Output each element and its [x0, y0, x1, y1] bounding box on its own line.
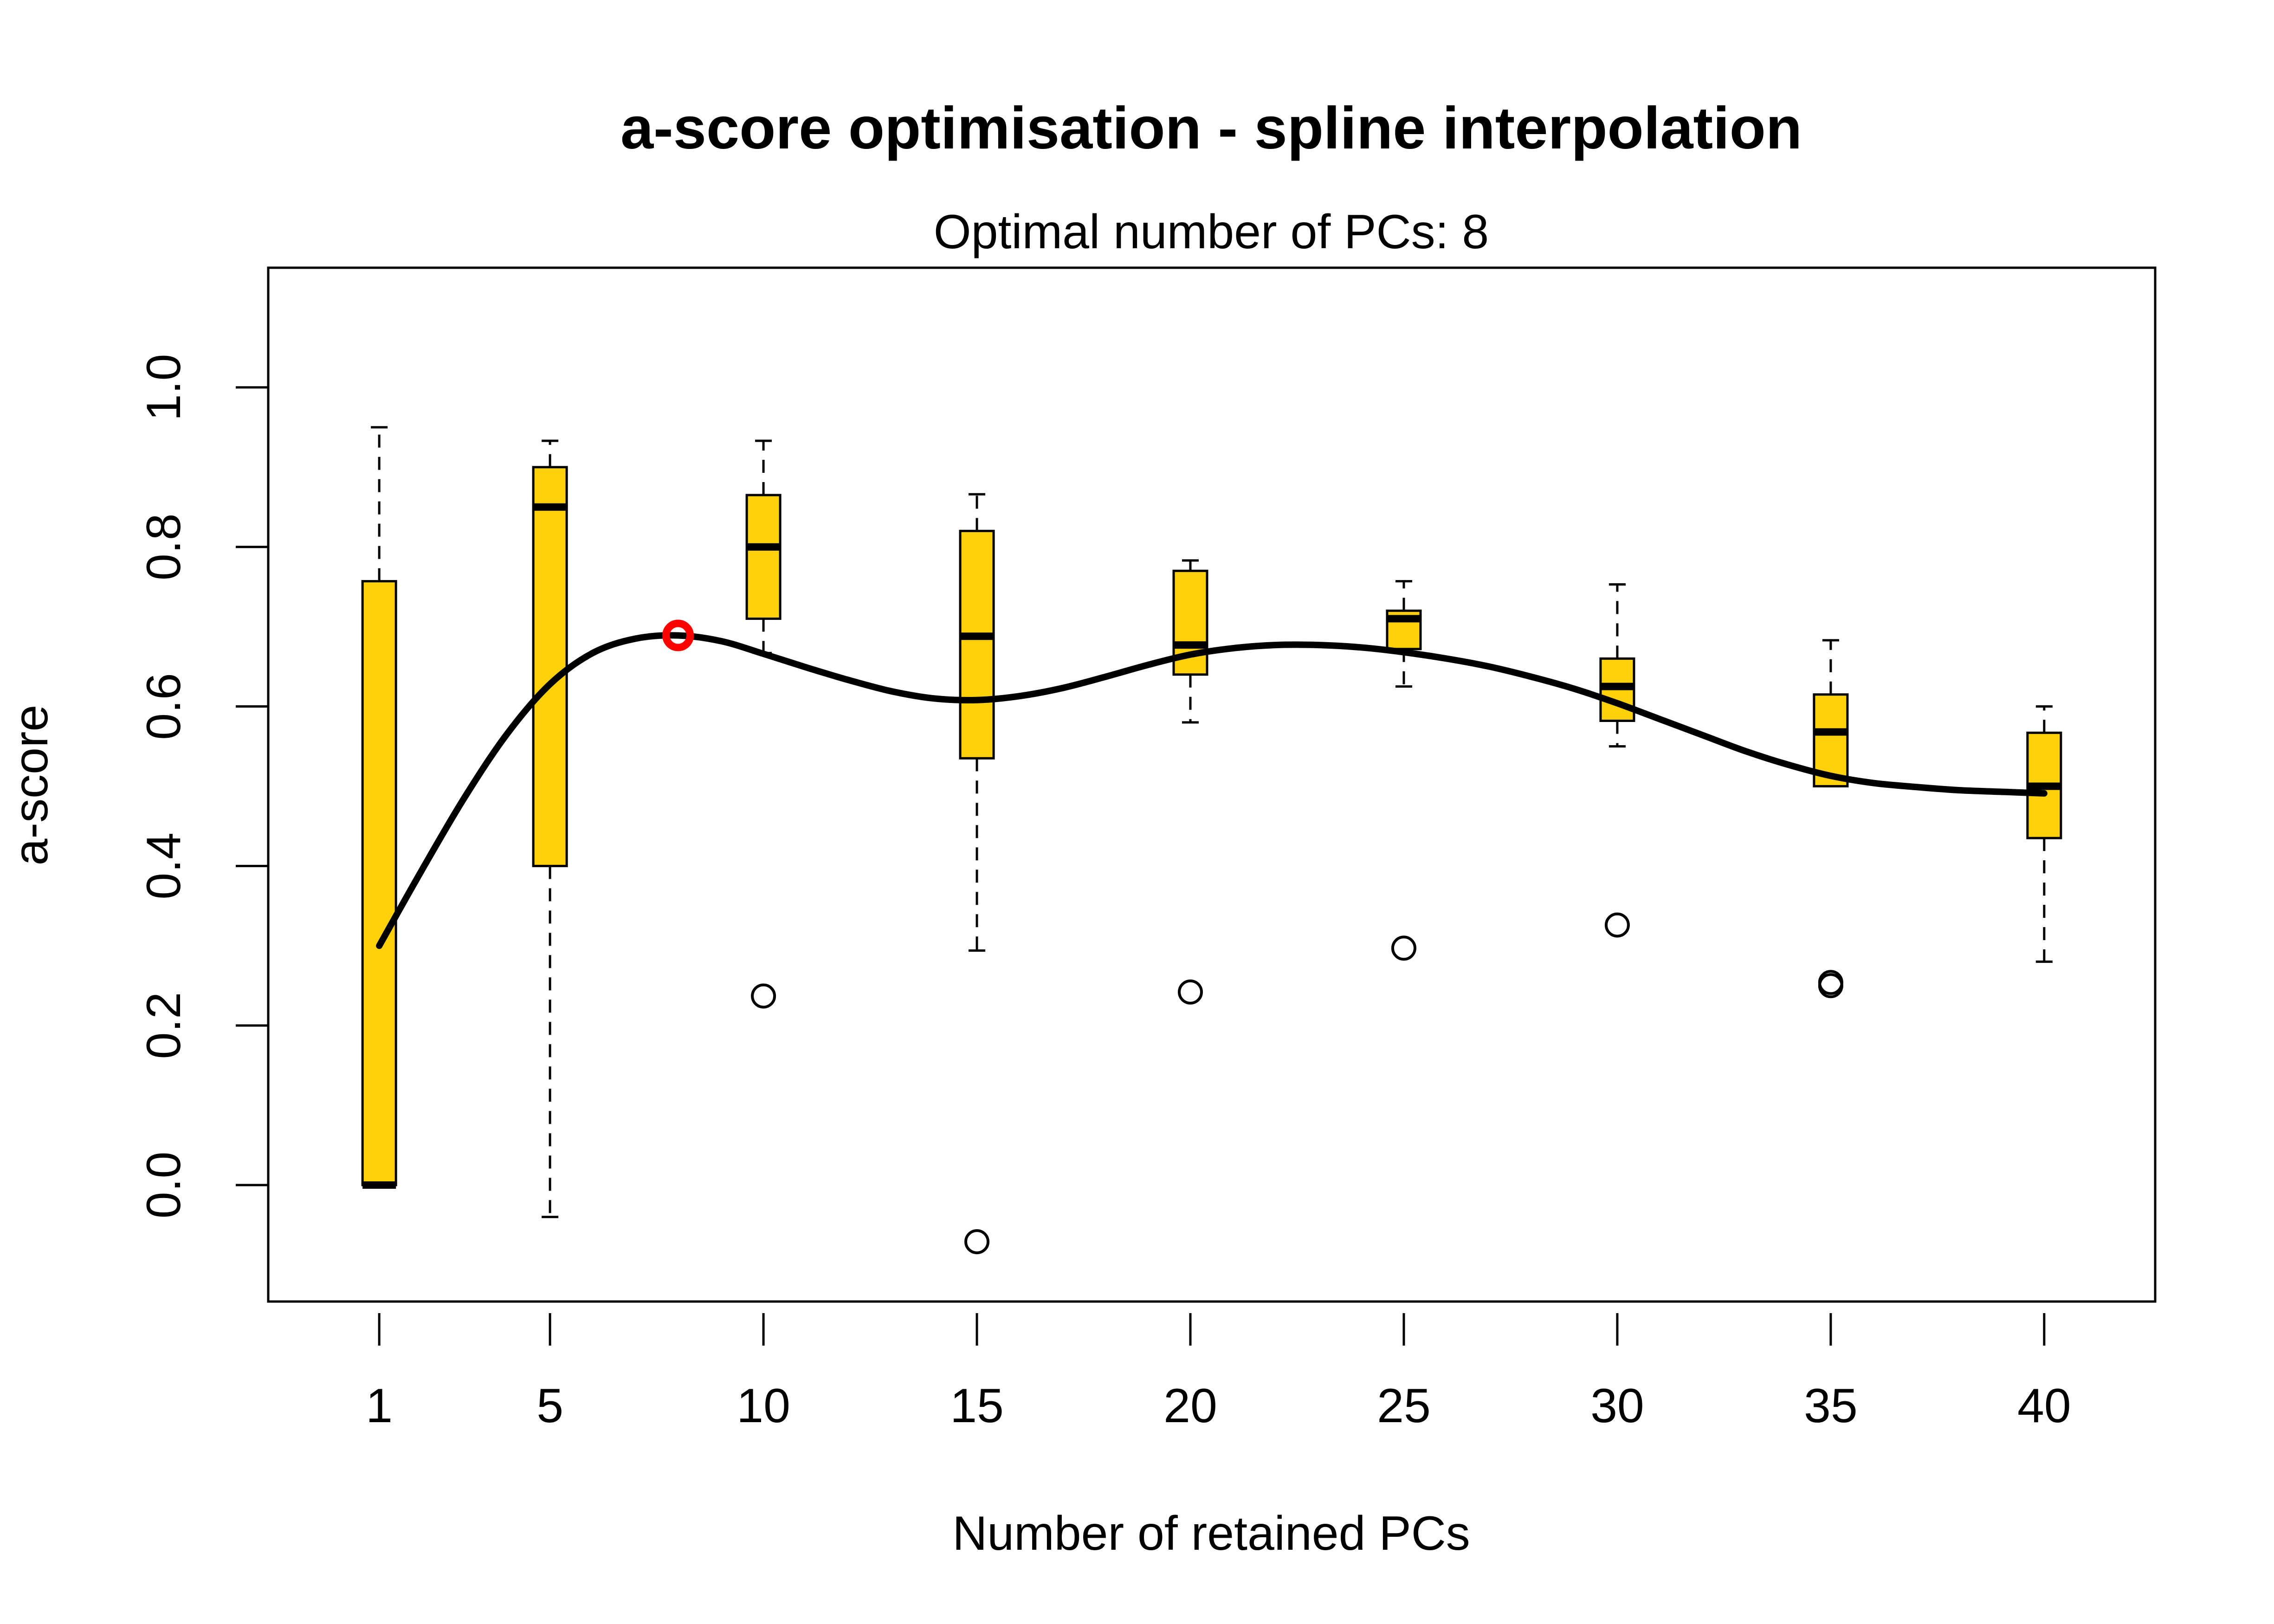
chart-title: a-score optimisation - spline interpolat…	[620, 95, 1802, 161]
box-group-10	[745, 439, 782, 1009]
spline-curve	[376, 632, 2048, 949]
box-group-35	[1813, 639, 1849, 999]
plot-frame	[267, 266, 2157, 1303]
outlier-point	[1604, 912, 1630, 938]
x-tick-label: 40	[2017, 1379, 2071, 1433]
y-axis-label: a-score	[4, 705, 58, 866]
y-tick-label: 0.6	[137, 673, 191, 740]
x-axis-label: Number of retained PCs	[952, 1507, 1470, 1560]
box-group-5	[532, 439, 568, 1218]
outlier-point	[1391, 935, 1416, 961]
box-group-25	[1386, 580, 1422, 961]
x-tick-label: 25	[1377, 1379, 1431, 1433]
box	[532, 466, 568, 867]
box-group-15	[959, 493, 995, 1255]
x-tick-label: 20	[1163, 1379, 1217, 1433]
box	[361, 580, 397, 1186]
plot-area	[361, 426, 2062, 1255]
y-axis: 0.0 0.2 0.4 0.6 0.8 1.0	[137, 354, 268, 1219]
outlier-point	[1178, 979, 1203, 1005]
x-tick-label: 10	[736, 1379, 790, 1433]
y-tick-label: 0.8	[137, 513, 191, 580]
y-tick-label: 0.4	[137, 832, 191, 900]
box-group-40	[2026, 705, 2062, 963]
box-group-30	[1599, 583, 1635, 938]
y-tick-label: 0.0	[137, 1152, 191, 1219]
chart-subtitle: Optimal number of PCs: 8	[934, 205, 1489, 259]
x-axis: 1 5 10 15 20 25 30 35 40	[366, 1313, 2071, 1433]
outlier-point	[964, 1229, 990, 1255]
outlier-point	[1818, 970, 1843, 995]
y-tick-label: 0.2	[137, 992, 191, 1059]
box	[745, 494, 782, 620]
optimum-point	[662, 619, 694, 651]
x-tick-label: 15	[950, 1379, 1004, 1433]
box	[959, 529, 995, 760]
x-tick-label: 5	[536, 1379, 563, 1433]
y-tick-label: 1.0	[137, 354, 191, 421]
outlier-point	[751, 983, 776, 1009]
x-tick-label: 35	[1804, 1379, 1858, 1433]
x-tick-label: 30	[1590, 1379, 1644, 1433]
x-tick-label: 1	[366, 1379, 393, 1433]
box-group-1	[361, 426, 397, 1189]
